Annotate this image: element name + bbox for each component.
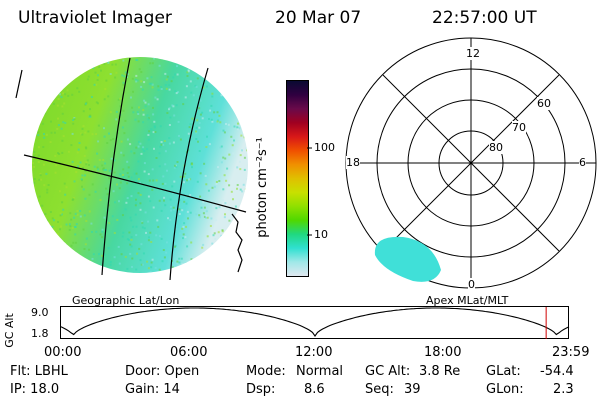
earth-disk xyxy=(32,57,248,273)
status-gcalt-value: 3.8 Re xyxy=(419,364,461,379)
mlt-label-6: 6 xyxy=(579,156,586,169)
instrument-title: Ultraviolet Imager xyxy=(18,8,172,28)
status-gcalt-label: GC Alt: xyxy=(365,364,411,379)
status-ip: IP: 18.0 xyxy=(10,382,60,397)
timeline-xtick-0: 00:00 xyxy=(44,345,82,360)
status-glon-value: 2.3 xyxy=(553,382,574,397)
mlt-label-0: 0 xyxy=(468,278,475,291)
status-seq-label: Seq: xyxy=(365,382,394,397)
orbit-altitude-curve xyxy=(60,307,570,337)
status-dsp-label: Dsp: xyxy=(246,382,276,397)
timeline-xtick-2: 12:00 xyxy=(295,345,333,360)
lat-lon-grid xyxy=(15,57,247,281)
orbit-altitude-plot xyxy=(60,306,570,339)
colorbar-unit-label: photon cm⁻²s⁻¹ xyxy=(254,137,270,238)
status-mode-value: Normal xyxy=(296,364,344,379)
status-glat-value: -54.4 xyxy=(540,364,574,379)
colorbar-ticks xyxy=(307,147,312,236)
status-mode-label: Mode: xyxy=(246,364,286,379)
timeline-frame xyxy=(60,306,569,339)
timeline-ytick-max: 9.0 xyxy=(31,306,49,319)
image-time: 22:57:00 UT xyxy=(432,8,537,28)
mlt-label-12: 12 xyxy=(466,47,480,60)
geographic-image xyxy=(15,57,248,281)
timeline-xtick-1: 06:00 xyxy=(170,345,208,360)
polar-panel-label: Apex MLat/MLT xyxy=(426,294,509,307)
colorbar xyxy=(286,80,309,277)
image-date: 20 Mar 07 xyxy=(275,8,362,28)
polar-plot xyxy=(345,37,597,289)
status-seq-value: 39 xyxy=(404,382,421,397)
colorbar-tick-10: 10 xyxy=(314,228,328,241)
status-door: Door: Open xyxy=(125,364,200,379)
colorbar-tick-100: 100 xyxy=(314,141,335,154)
status-dsp-value: 8.6 xyxy=(304,382,325,397)
status-glat-label: GLat: xyxy=(486,364,521,379)
timeline-xtick-4: 23:59 xyxy=(552,345,590,360)
geo-panel-label: Geographic Lat/Lon xyxy=(72,294,180,307)
mlat-label-80: 80 xyxy=(489,141,503,154)
status-gain: Gain: 14 xyxy=(125,382,180,397)
mlt-label-18: 18 xyxy=(346,156,360,169)
timeline-ylabel: GC Alt xyxy=(2,313,16,348)
mlat-label-60: 60 xyxy=(537,97,551,110)
polar-aurora-patch xyxy=(374,236,441,282)
timeline-ytick-min: 1.8 xyxy=(31,327,49,340)
mlat-label-70: 70 xyxy=(512,121,526,134)
status-filter: Flt: LBHL xyxy=(10,364,68,379)
timeline-xtick-3: 18:00 xyxy=(424,345,462,360)
status-glon-label: GLon: xyxy=(486,382,524,397)
